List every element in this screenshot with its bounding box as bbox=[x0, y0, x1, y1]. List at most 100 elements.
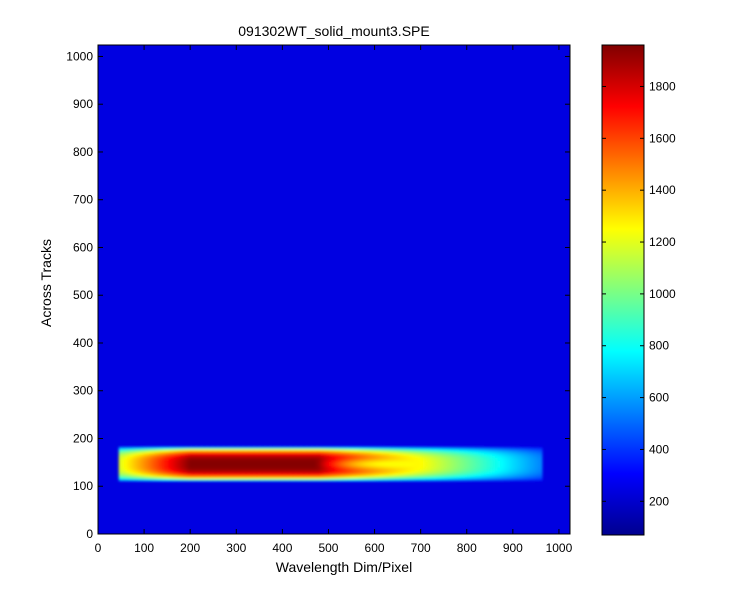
heatmap-cell bbox=[505, 454, 510, 457]
heatmap-cell bbox=[185, 480, 189, 483]
heatmap-cell bbox=[467, 474, 471, 477]
heatmap-cell bbox=[240, 452, 244, 455]
heatmap-cell bbox=[442, 474, 446, 477]
heatmap-cell bbox=[232, 459, 236, 463]
heatmap-cell bbox=[398, 457, 402, 460]
heatmap-cell bbox=[132, 458, 136, 461]
heatmap-cell bbox=[458, 467, 463, 470]
heatmap-cell bbox=[431, 454, 435, 457]
heatmap-cell bbox=[331, 478, 336, 481]
heatmap-cell bbox=[387, 462, 391, 465]
heatmap-cell bbox=[176, 461, 181, 464]
heatmap-cell bbox=[306, 467, 311, 470]
heatmap-cell bbox=[362, 478, 366, 481]
heatmap-cell bbox=[284, 480, 289, 483]
heatmap-cell bbox=[342, 452, 347, 455]
heatmap-cell bbox=[483, 458, 488, 461]
heatmap-cell bbox=[442, 465, 446, 468]
heatmap-cell bbox=[345, 475, 349, 478]
heatmap-cell bbox=[373, 467, 377, 470]
heatmap-cell bbox=[469, 461, 474, 464]
heatmap-cell bbox=[389, 452, 394, 455]
heatmap-cell bbox=[146, 458, 150, 461]
heatmap-cell bbox=[187, 471, 192, 474]
heatmap-cell bbox=[284, 474, 289, 477]
heatmap-cell bbox=[276, 467, 280, 470]
heatmap-cell bbox=[339, 455, 344, 458]
heatmap-cell bbox=[483, 472, 488, 475]
heatmap-cell bbox=[201, 445, 206, 448]
heatmap-cell bbox=[420, 445, 424, 448]
heatmap-cell bbox=[243, 468, 247, 471]
heatmap-cell bbox=[207, 461, 211, 464]
heatmap-cell bbox=[301, 447, 305, 450]
heatmap-cell bbox=[304, 477, 308, 480]
heatmap-cell bbox=[140, 451, 145, 454]
heatmap-cell bbox=[162, 467, 167, 470]
heatmap-cell bbox=[464, 455, 468, 458]
heatmap-cell bbox=[182, 467, 186, 470]
heatmap-cell bbox=[439, 449, 443, 452]
heatmap-cell bbox=[204, 472, 208, 475]
heatmap-cell bbox=[143, 459, 147, 463]
heatmap-cell bbox=[525, 474, 529, 477]
heatmap-cell bbox=[516, 448, 521, 451]
heatmap-cell bbox=[212, 447, 217, 450]
heatmap-cell bbox=[522, 477, 526, 480]
heatmap-cell bbox=[442, 445, 446, 448]
heatmap-cell bbox=[315, 464, 319, 467]
heatmap-cell bbox=[445, 472, 449, 475]
heatmap-cell bbox=[251, 478, 255, 481]
heatmap-cell bbox=[301, 478, 305, 481]
heatmap-cell bbox=[212, 445, 217, 448]
heatmap-cell bbox=[519, 455, 524, 458]
heatmap-cell bbox=[212, 462, 217, 465]
heatmap-cell bbox=[414, 475, 419, 478]
heatmap-cell bbox=[439, 461, 443, 464]
heatmap-cell bbox=[478, 452, 482, 455]
heatmap-cell bbox=[400, 454, 405, 457]
heatmap-cell bbox=[323, 468, 327, 471]
heatmap-cell bbox=[505, 458, 510, 461]
heatmap-cell bbox=[196, 447, 200, 450]
heatmap-cell bbox=[176, 472, 181, 475]
heatmap-cell bbox=[420, 454, 424, 457]
heatmap-cell bbox=[328, 449, 333, 452]
heatmap-cell bbox=[503, 462, 507, 465]
heatmap-cell bbox=[284, 449, 289, 452]
heatmap-cell bbox=[425, 461, 430, 464]
heatmap-cell bbox=[124, 467, 128, 470]
heatmap-cell bbox=[334, 464, 338, 467]
heatmap-cell bbox=[226, 480, 230, 483]
heatmap-cell bbox=[187, 459, 192, 463]
heatmap-cell bbox=[425, 472, 430, 475]
heatmap-cell bbox=[420, 472, 424, 475]
heatmap-cell bbox=[514, 472, 518, 475]
heatmap-cell bbox=[290, 477, 294, 480]
heatmap-cell bbox=[259, 461, 264, 464]
heatmap-cell bbox=[392, 468, 396, 471]
heatmap-cell bbox=[505, 472, 510, 475]
heatmap-cell bbox=[232, 445, 236, 448]
heatmap-cell bbox=[528, 457, 532, 460]
heatmap-cell bbox=[353, 475, 358, 478]
heatmap-cell bbox=[165, 474, 170, 477]
heatmap-cell bbox=[182, 451, 186, 454]
heatmap-cell bbox=[207, 449, 211, 452]
heatmap-cell bbox=[273, 452, 277, 455]
heatmap-cell bbox=[193, 451, 197, 454]
heatmap-cell bbox=[375, 474, 380, 477]
heatmap-cell bbox=[533, 449, 537, 452]
heatmap-cell bbox=[304, 459, 308, 463]
heatmap-cell bbox=[392, 462, 396, 465]
heatmap-cell bbox=[212, 470, 217, 473]
heatmap-cell bbox=[472, 448, 477, 451]
heatmap-cell bbox=[270, 462, 275, 465]
heatmap-cell bbox=[234, 471, 239, 474]
heatmap-cell bbox=[257, 462, 261, 465]
heatmap-cell bbox=[378, 467, 383, 470]
heatmap-cell bbox=[398, 465, 402, 468]
heatmap-cell bbox=[140, 459, 145, 463]
heatmap-cell bbox=[138, 474, 142, 477]
heatmap-cell bbox=[257, 470, 261, 473]
